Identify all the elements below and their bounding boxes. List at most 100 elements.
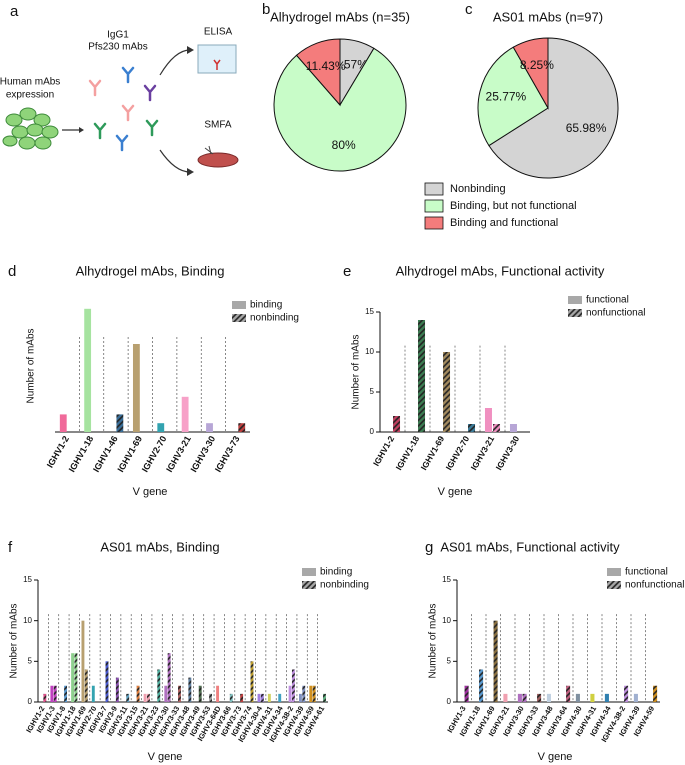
legend-label: Binding and functional — [450, 217, 558, 229]
x-tick-label: IGHV1-69 — [419, 434, 447, 472]
legend-label: binding — [320, 567, 352, 578]
panel-letter: d — [8, 263, 16, 280]
bar — [566, 685, 571, 702]
y-tick-label: 5 — [28, 656, 33, 665]
bar — [288, 685, 292, 702]
pie-slice — [273, 47, 407, 172]
y-tick-label: 0 — [370, 427, 375, 436]
bar — [309, 685, 313, 702]
chart-title: AS01 mAbs (n=97) — [493, 9, 603, 24]
bar — [84, 669, 88, 702]
x-tick-label: IGHV1-18 — [394, 434, 422, 472]
bar — [260, 693, 264, 702]
bar — [59, 414, 67, 432]
bar — [116, 414, 124, 432]
bar — [624, 685, 629, 702]
legend-swatch — [424, 199, 444, 213]
bar — [323, 693, 326, 702]
bar — [238, 423, 246, 432]
x-axis-label: V gene — [148, 751, 183, 763]
y-tick-label: 0 — [447, 697, 452, 706]
legend-swatch — [607, 568, 621, 576]
bar — [209, 693, 213, 702]
bar — [493, 424, 501, 432]
legend-label: nonbinding — [250, 313, 299, 324]
bar — [653, 685, 658, 702]
bar — [393, 416, 401, 432]
y-tick-label: 5 — [370, 387, 375, 396]
legend-swatch — [302, 568, 316, 576]
y-axis-label: Number of mAbs — [26, 328, 37, 403]
legend-swatch — [302, 581, 316, 589]
slice-label: 80% — [332, 138, 356, 152]
panel-letter: g — [425, 539, 433, 556]
slice-label: 8.57% — [334, 58, 368, 72]
bar — [167, 653, 171, 702]
bar — [250, 661, 254, 702]
legend-label: binding — [250, 300, 282, 311]
bar — [178, 685, 181, 702]
x-axis-label: V gene — [438, 486, 473, 498]
panel-letter: f — [8, 539, 13, 556]
bar — [493, 620, 498, 702]
bar — [64, 685, 68, 702]
legend-label: functional — [586, 295, 629, 306]
bar — [267, 693, 271, 702]
bar — [136, 685, 140, 702]
bar — [74, 653, 78, 702]
bar — [537, 693, 542, 702]
y-tick-label: 10 — [365, 347, 374, 356]
cells — [2, 107, 59, 150]
bar — [278, 693, 282, 702]
arrow — [159, 149, 191, 173]
bar — [479, 669, 484, 702]
chart-title: Alhydrogel mAbs, Binding — [76, 263, 225, 278]
bar — [105, 661, 109, 702]
x-tick-label: IGHV3-73 — [213, 434, 242, 474]
bar — [198, 685, 202, 702]
pie-slice — [477, 46, 549, 147]
bar — [257, 693, 261, 702]
bar — [50, 685, 54, 702]
legend-swatch — [424, 182, 444, 196]
x-axis-label: V gene — [133, 486, 168, 498]
pie-slice — [295, 38, 341, 107]
assay-label: ELISA — [204, 27, 233, 38]
legend-label: Nonbinding — [450, 183, 506, 195]
legend-swatch — [424, 216, 444, 230]
bar — [164, 685, 168, 702]
bar — [43, 693, 47, 702]
mosquito — [204, 145, 214, 155]
bar — [229, 693, 233, 702]
bar — [216, 685, 220, 702]
y-tick-label: 10 — [442, 616, 451, 625]
bar — [312, 685, 316, 702]
antibody-label: Pfs230 mAbs — [88, 42, 147, 53]
legend-label: functional — [625, 567, 668, 578]
bar — [81, 620, 85, 702]
y-tick-label: 15 — [442, 575, 451, 584]
chart-title: AS01 mAbs, Functional activity — [440, 539, 620, 554]
panel-letter: e — [343, 263, 351, 280]
x-tick-label: IGHV1-2 — [371, 434, 396, 468]
bar — [132, 344, 140, 432]
antibodies — [88, 66, 159, 152]
x-tick-label: IGHV1-2 — [45, 434, 71, 469]
bar — [188, 677, 192, 702]
legend-swatch — [232, 301, 246, 309]
arrow-head — [79, 127, 84, 133]
y-tick-label: 15 — [365, 307, 374, 316]
legend-label: Binding, but not functional — [450, 200, 577, 212]
bar — [302, 685, 306, 702]
y-tick-label: 10 — [23, 616, 32, 625]
legend-label: nonfunctional — [625, 580, 685, 591]
source-label: Human mAbs — [0, 77, 60, 88]
arrow-head — [187, 168, 194, 176]
bar — [633, 693, 638, 702]
bar — [443, 352, 451, 432]
x-tick-label: IGHV3-30 — [494, 434, 522, 472]
bar — [157, 669, 161, 702]
bar — [418, 320, 426, 432]
